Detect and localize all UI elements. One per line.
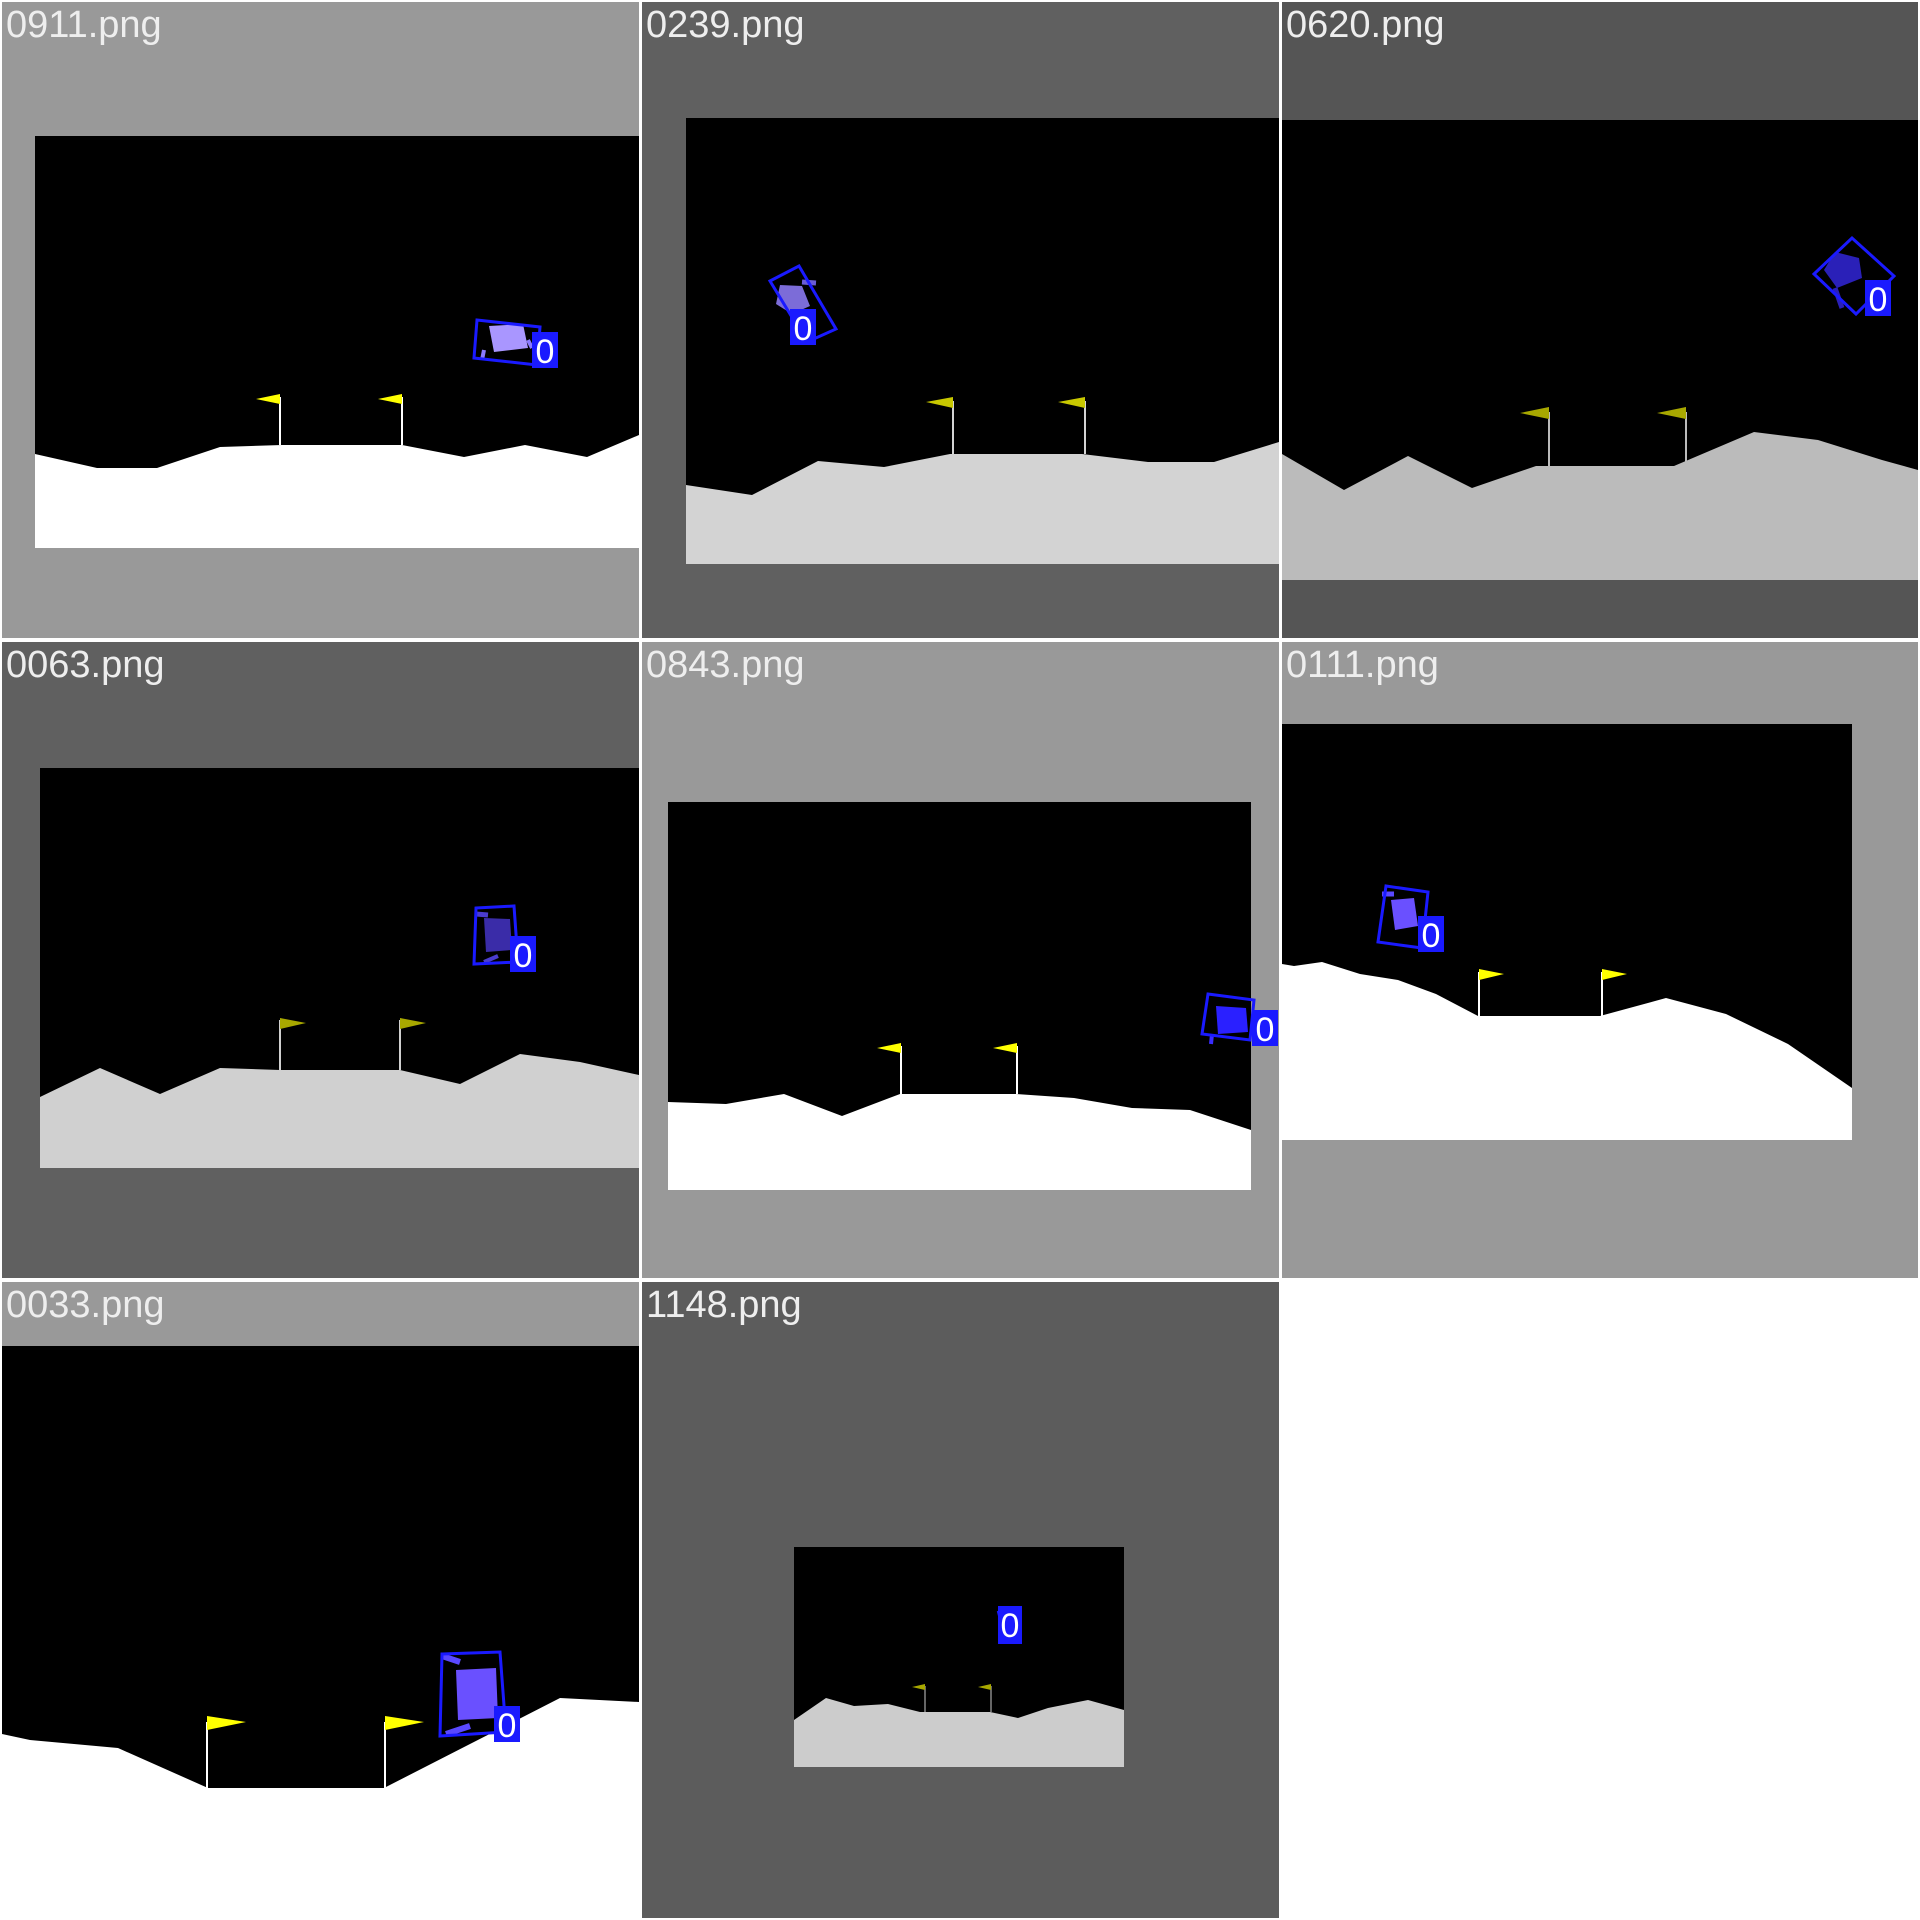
- image-tile-0239[interactable]: 0 0239.png: [642, 2, 1279, 638]
- lander: [456, 1668, 498, 1720]
- flag-left: [877, 1043, 901, 1053]
- flag-right: [1058, 397, 1085, 408]
- filename-label: 0111.png: [1286, 644, 1439, 686]
- lander: [1391, 898, 1418, 930]
- detection-label-bg: [1865, 280, 1891, 316]
- detection-label: 0: [514, 937, 533, 975]
- filename-label: 0239.png: [646, 4, 805, 46]
- image-tile-0911[interactable]: 0 0911.png: [2, 2, 639, 638]
- flag-right: [993, 1043, 1017, 1053]
- image-tile-0063[interactable]: 0 0063.png: [2, 642, 639, 1278]
- filename-label: 0033.png: [6, 1284, 165, 1326]
- terrain: [2, 1698, 639, 1918]
- terrain: [794, 1698, 1124, 1767]
- lander: [484, 918, 512, 952]
- detection-label: 0: [794, 310, 813, 348]
- filename-label: 0063.png: [6, 644, 165, 686]
- flag-right: [1602, 969, 1627, 980]
- detection-box: [1811, 235, 1897, 317]
- image-tile-0033[interactable]: 0 0033.png: [2, 1282, 639, 1918]
- detection-label: 0: [536, 333, 555, 371]
- detection-label-bg: [790, 309, 816, 345]
- lander-leg: [526, 339, 534, 349]
- filename-label: 0620.png: [1286, 4, 1445, 46]
- flag-right: [385, 1716, 424, 1730]
- lander-leg: [483, 954, 499, 964]
- flag-left: [256, 394, 280, 404]
- flag-left: [1520, 407, 1549, 419]
- detection-label-bg: [494, 1706, 520, 1742]
- detection-label: 0: [1001, 1607, 1020, 1645]
- image-tile-0111[interactable]: 0 0111.png: [1282, 642, 1918, 1278]
- filename-label: 0843.png: [646, 644, 805, 686]
- detection-label-bg: [998, 1606, 1022, 1644]
- flag-left: [280, 1018, 306, 1029]
- lander-leg: [441, 1653, 461, 1665]
- terrain: [1282, 432, 1918, 580]
- terrain: [686, 442, 1279, 564]
- detection-label: 0: [1256, 1011, 1275, 1049]
- detection-label-bg: [1418, 916, 1444, 952]
- image-tile-1148[interactable]: 0 1148.png: [642, 1282, 1279, 1918]
- terrain: [40, 1054, 639, 1168]
- flag-left: [912, 1684, 925, 1690]
- flag-right: [978, 1684, 991, 1690]
- flag-right: [378, 394, 402, 404]
- lander: [1824, 252, 1862, 288]
- detection-label: 0: [1869, 281, 1888, 319]
- lander-leg: [445, 1723, 471, 1737]
- detection-label-bg: [532, 332, 558, 368]
- lander-leg: [475, 911, 489, 918]
- image-tile-0620[interactable]: 0 0620.png: [1282, 2, 1918, 638]
- detection-label: 0: [1422, 917, 1441, 955]
- flag-left: [1479, 969, 1504, 980]
- detection-label-bg: [1252, 1010, 1278, 1046]
- detection-label-bg: [510, 936, 536, 972]
- flag-right: [400, 1018, 426, 1029]
- lander-scene: 0: [2, 1346, 639, 1918]
- detection-label: 0: [498, 1707, 517, 1745]
- lander: [489, 324, 528, 352]
- lander-scene: 0: [668, 802, 1278, 1190]
- image-tile-0843[interactable]: 0 0843.png: [642, 642, 1279, 1278]
- flag-left: [926, 397, 953, 408]
- terrain: [668, 1094, 1251, 1190]
- filename-label: 1148.png: [646, 1284, 802, 1326]
- detection-box: [1200, 992, 1256, 1042]
- lander-scene: 0: [686, 118, 1279, 564]
- lander-scene: 0: [40, 768, 639, 1168]
- lander-scene: 0: [35, 136, 639, 548]
- lander-scene: 0: [794, 1547, 1124, 1767]
- flag-right: [1657, 407, 1686, 419]
- flag-left: [207, 1716, 246, 1730]
- filename-label: 0911.png: [6, 4, 162, 46]
- lander-scene: 0: [1282, 120, 1918, 580]
- lander-scene: 0: [1282, 724, 1852, 1140]
- lander: [1216, 1006, 1248, 1034]
- terrain: [35, 435, 639, 548]
- terrain: [1282, 962, 1852, 1140]
